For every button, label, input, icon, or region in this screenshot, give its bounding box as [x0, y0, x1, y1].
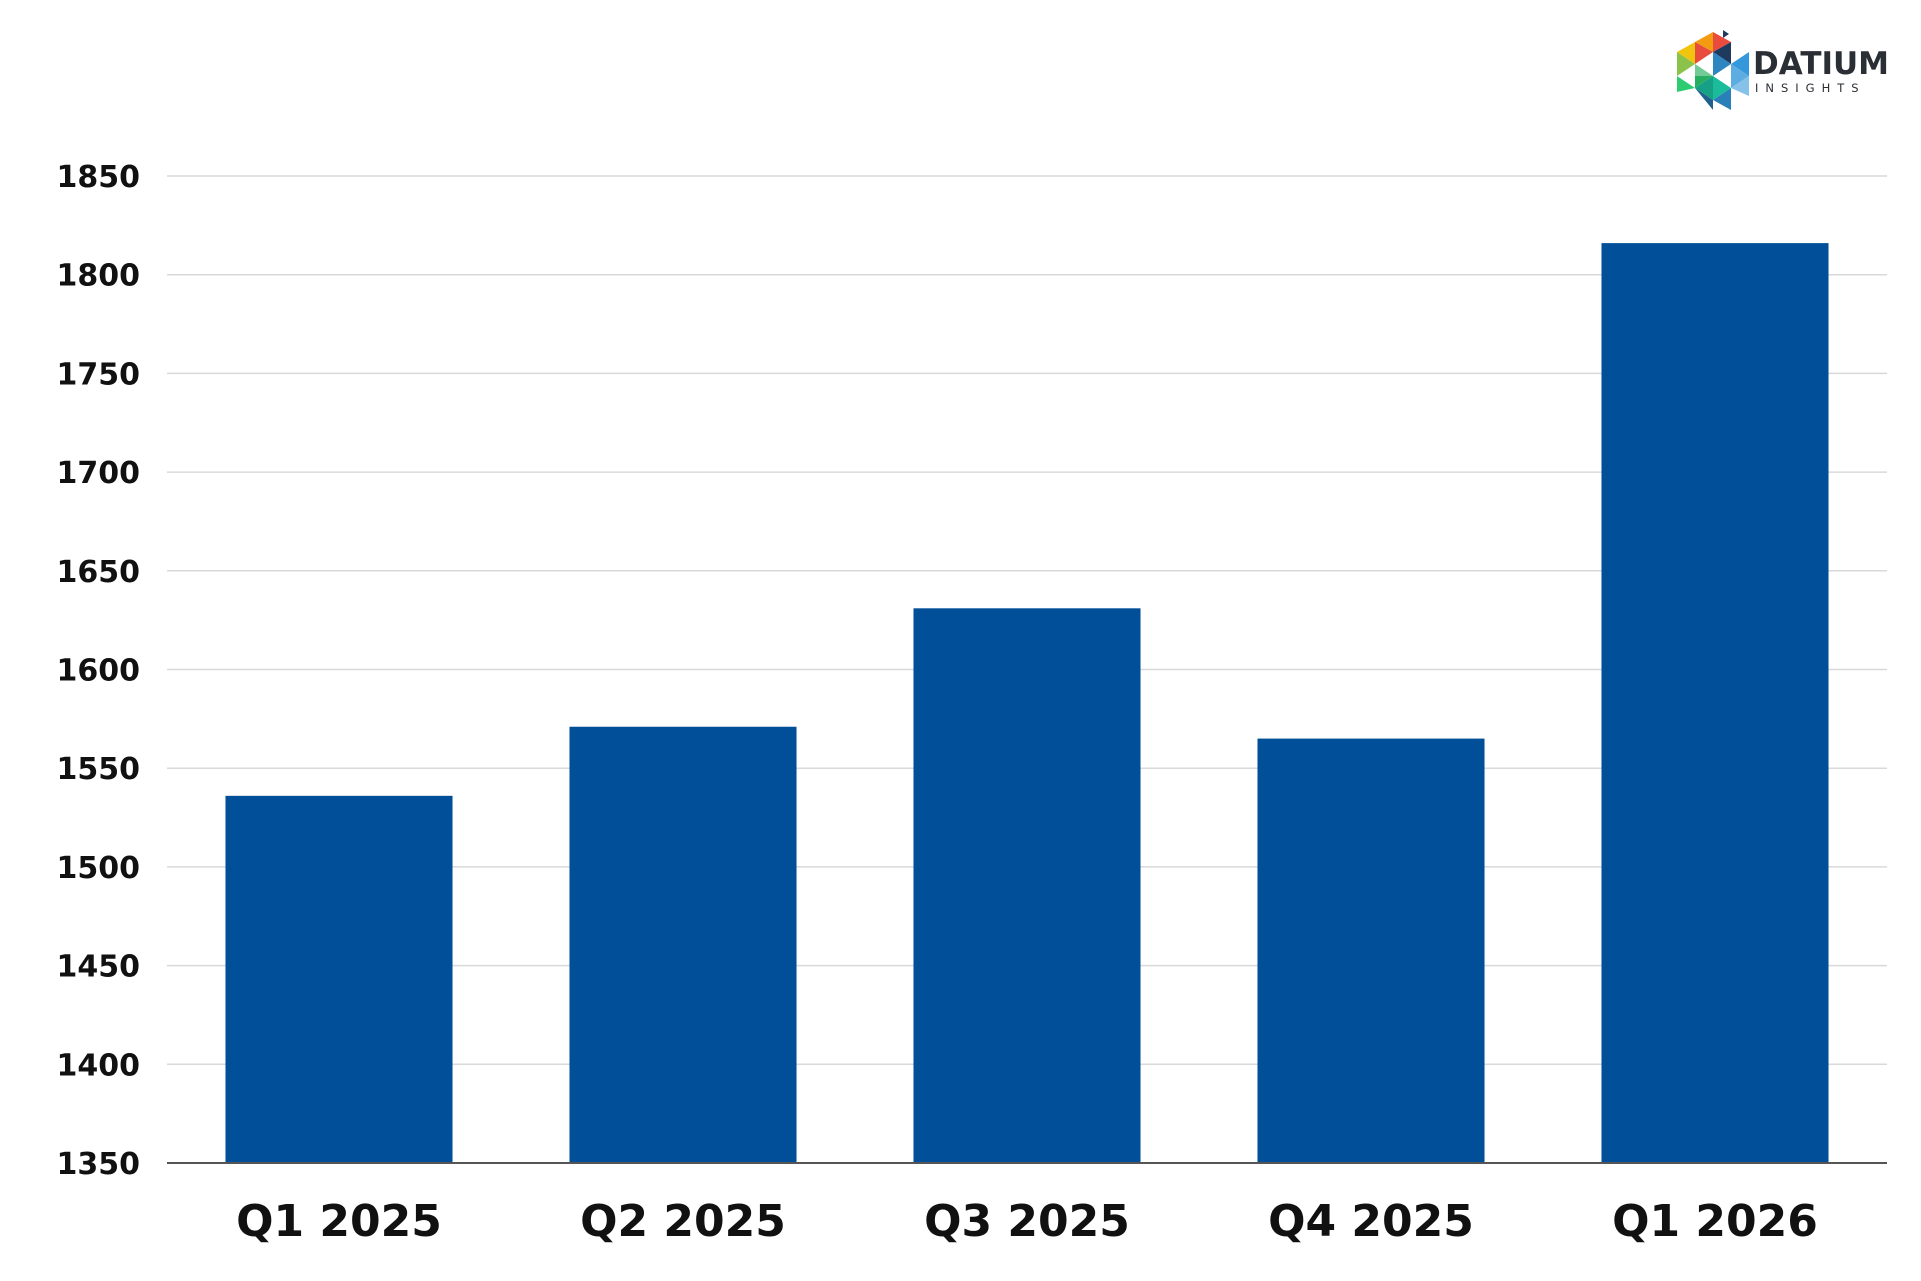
x-category-label: Q3 2025: [924, 1196, 1130, 1247]
x-category-label: Q4 2025: [1268, 1196, 1474, 1247]
y-axis-tick-labels: 1350 1400 1450 1500 1550 1600 1650 1700 1750 1800…: [57, 160, 141, 1182]
x-category-label: Q2 2025: [580, 1196, 786, 1247]
hexagon-logo-icon: [1677, 30, 1749, 110]
y-tick-label: 1500: [57, 851, 141, 886]
x-axis-category-labels: Q1 2025 Q2 2025 Q3 2025 Q4 2025 Q1 2026: [236, 1196, 1818, 1247]
datium-insights-logo: DATIUM INSIGHTS: [1677, 30, 1889, 110]
brand-name: DATIUM: [1753, 46, 1889, 82]
y-tick-label: 1350: [57, 1147, 141, 1182]
bar: [225, 795, 453, 1163]
y-tick-label: 1750: [57, 357, 141, 392]
bar: [913, 608, 1141, 1163]
y-tick-label: 1850: [57, 160, 141, 195]
y-tick-label: 1400: [57, 1048, 141, 1083]
brand-tagline: INSIGHTS: [1755, 81, 1866, 95]
y-tick-label: 1450: [57, 950, 141, 985]
y-tick-label: 1700: [57, 456, 141, 491]
y-tick-label: 1650: [57, 555, 141, 590]
bar: [1257, 738, 1485, 1163]
y-tick-label: 1550: [57, 752, 141, 787]
bars: [225, 243, 1829, 1164]
bar: [569, 726, 797, 1163]
bar: [1601, 243, 1829, 1164]
x-category-label: Q1 2026: [1612, 1196, 1818, 1247]
x-category-label: Q1 2025: [236, 1196, 442, 1247]
y-tick-label: 1800: [57, 259, 141, 294]
y-tick-label: 1600: [57, 654, 141, 689]
